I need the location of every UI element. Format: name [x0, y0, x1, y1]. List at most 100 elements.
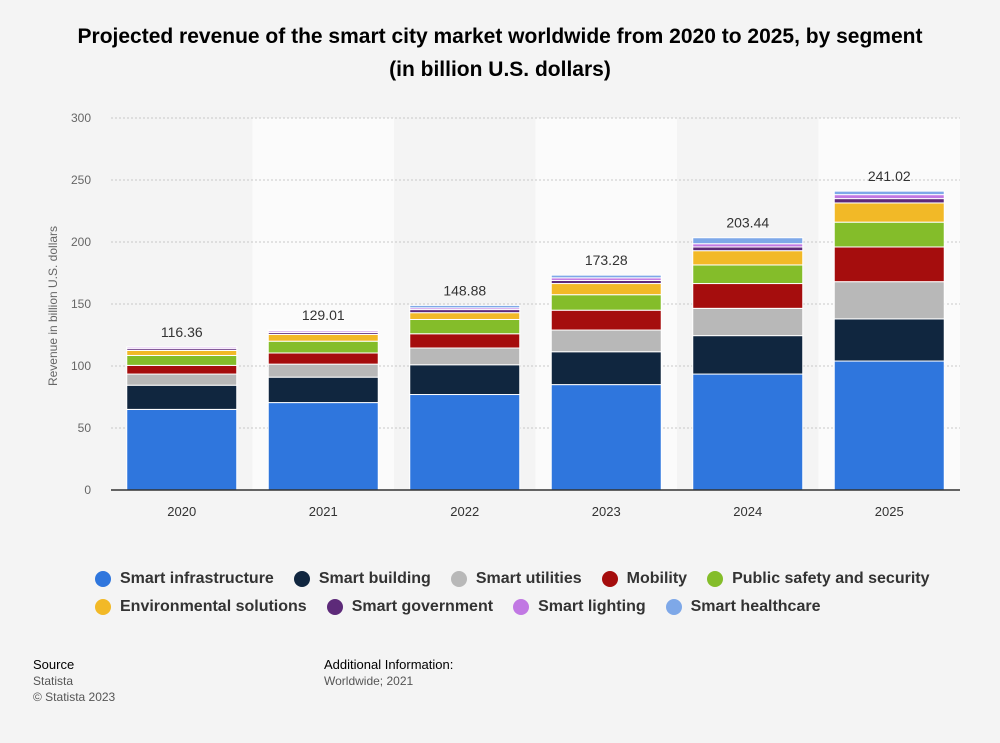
chart-legend: Smart infrastructure Smart building Smar…: [95, 565, 955, 621]
y-tick-label: 250: [71, 173, 91, 187]
bar-segment: [409, 312, 521, 320]
x-tick-label: 2023: [592, 504, 621, 519]
legend-label: Smart healthcare: [690, 598, 821, 615]
legend-label: Smart government: [351, 598, 494, 615]
legend-swatch-icon: [95, 599, 111, 615]
bar-segment: [692, 373, 804, 491]
data-label-total: 148.88: [443, 282, 486, 298]
chart-title: Projected revenue of the smart city mark…: [40, 20, 960, 86]
bar-segment: [833, 246, 945, 283]
legend-swatch-icon: [513, 599, 530, 615]
source-block: Source Statista © Statista 2023: [33, 657, 115, 705]
data-label-total: 241.02: [868, 168, 911, 184]
legend-label: Environmental solutions: [120, 598, 307, 615]
bar-segment: [692, 237, 804, 245]
legend-row-2: Environmental solutions Smart government…: [95, 593, 955, 621]
data-label-total: 173.28: [585, 252, 628, 268]
data-label-total: 129.01: [302, 307, 345, 323]
y-axis-label: Revenue in billion U.S. dollars: [46, 226, 60, 386]
bar-segment: [550, 351, 662, 386]
x-tick-label: 2025: [875, 504, 904, 519]
legend-label: Smart infrastructure: [120, 570, 274, 587]
bar-segment: [409, 394, 521, 491]
stacked-bar-chart: 0 50 100 150 200 250 300 Revenue in billion U.S…: [46, 111, 960, 519]
bar-segment: [267, 376, 379, 404]
chart-title-line-2: (in billion U.S. dollars): [389, 58, 611, 81]
bar-segment: [692, 264, 804, 285]
legend-swatch-icon: [450, 571, 467, 587]
copyright-text: © Statista 2023: [33, 690, 116, 704]
y-tick-label: 50: [78, 421, 92, 435]
legend-label: Public safety and security: [732, 570, 930, 587]
legend-item-smart-government[interactable]: Smart government: [326, 598, 494, 616]
legend-swatch-icon: [707, 571, 724, 587]
source-heading: Source: [33, 657, 75, 672]
bar-segment: [833, 281, 945, 320]
bar-segment: [833, 360, 945, 491]
bar-segment: [126, 364, 238, 375]
legend-item-environmental-solutions[interactable]: Environmental solutions: [95, 598, 307, 616]
legend-swatch-icon: [293, 571, 310, 587]
bar-segment: [833, 318, 945, 362]
bar-segment: [833, 202, 945, 223]
legend-swatch-icon: [665, 599, 682, 615]
bar-segment: [267, 363, 379, 378]
x-tick-label: 2021: [309, 504, 338, 519]
bar-segment: [126, 350, 238, 356]
bar-segment: [692, 246, 804, 252]
bar-segment: [550, 329, 662, 353]
legend-item-smart-healthcare[interactable]: Smart healthcare: [665, 598, 821, 616]
legend-swatch-icon: [326, 599, 343, 615]
bar-segment: [550, 309, 662, 331]
bar-segment: [550, 283, 662, 296]
source-name[interactable]: Statista: [33, 674, 74, 688]
y-tick-label: 200: [71, 235, 91, 249]
chart-title-line-1: Projected revenue of the smart city mark…: [77, 25, 923, 48]
bar-segment: [692, 283, 804, 309]
legend-row-1: Smart infrastructure Smart building Smar…: [95, 565, 955, 593]
bar-segment: [409, 333, 521, 349]
legend-item-public-safety-and-security[interactable]: Public safety and security: [707, 570, 929, 588]
y-tick-label: 150: [71, 297, 91, 311]
bar-segment: [267, 402, 379, 491]
y-tick-label: 100: [71, 359, 91, 373]
legend-item-mobility[interactable]: Mobility: [601, 570, 688, 588]
bar-segment: [409, 347, 521, 366]
bar-segment: [550, 294, 662, 311]
bar-segment: [267, 329, 379, 332]
bar-segment: [126, 408, 238, 491]
legend-label: Smart building: [318, 570, 431, 587]
data-label-total: 203.44: [726, 215, 769, 231]
additional-info-text: Worldwide; 2021: [324, 674, 414, 688]
y-tick-label: 300: [71, 111, 91, 125]
bar-segment: [692, 307, 804, 337]
legend-label: Smart utilities: [475, 570, 582, 587]
y-tick-label: 0: [84, 483, 91, 497]
legend-item-smart-lighting[interactable]: Smart lighting: [513, 598, 646, 616]
x-tick-label: 2020: [167, 504, 196, 519]
bar-segment: [833, 194, 945, 200]
bar-segment: [833, 198, 945, 204]
bar-segment: [409, 304, 521, 309]
bar-segment: [267, 333, 379, 342]
bar-segment: [550, 384, 662, 491]
additional-info-block: Additional Information: Worldwide; 2021: [324, 657, 453, 689]
bar-segment: [126, 354, 238, 366]
x-tick-label: 2022: [450, 504, 479, 519]
legend-item-smart-utilities[interactable]: Smart utilities: [450, 570, 582, 588]
legend-swatch-icon: [601, 571, 618, 587]
bar-segment: [550, 274, 662, 279]
legend-item-smart-infrastructure[interactable]: Smart infrastructure: [95, 570, 274, 588]
x-tick-label: 2024: [733, 504, 762, 519]
bar-segment: [267, 352, 379, 365]
additional-info-heading: Additional Information:: [324, 657, 454, 672]
legend-swatch-icon: [95, 571, 111, 587]
bar-segment: [833, 190, 945, 196]
bar-segment: [692, 250, 804, 266]
bar-segment: [692, 335, 804, 375]
bar-segment: [409, 364, 521, 396]
bar-segment: [833, 221, 945, 248]
legend-item-smart-building[interactable]: Smart building: [293, 570, 431, 588]
data-label-total: 116.36: [161, 324, 203, 340]
legend-label: Mobility: [626, 570, 688, 587]
